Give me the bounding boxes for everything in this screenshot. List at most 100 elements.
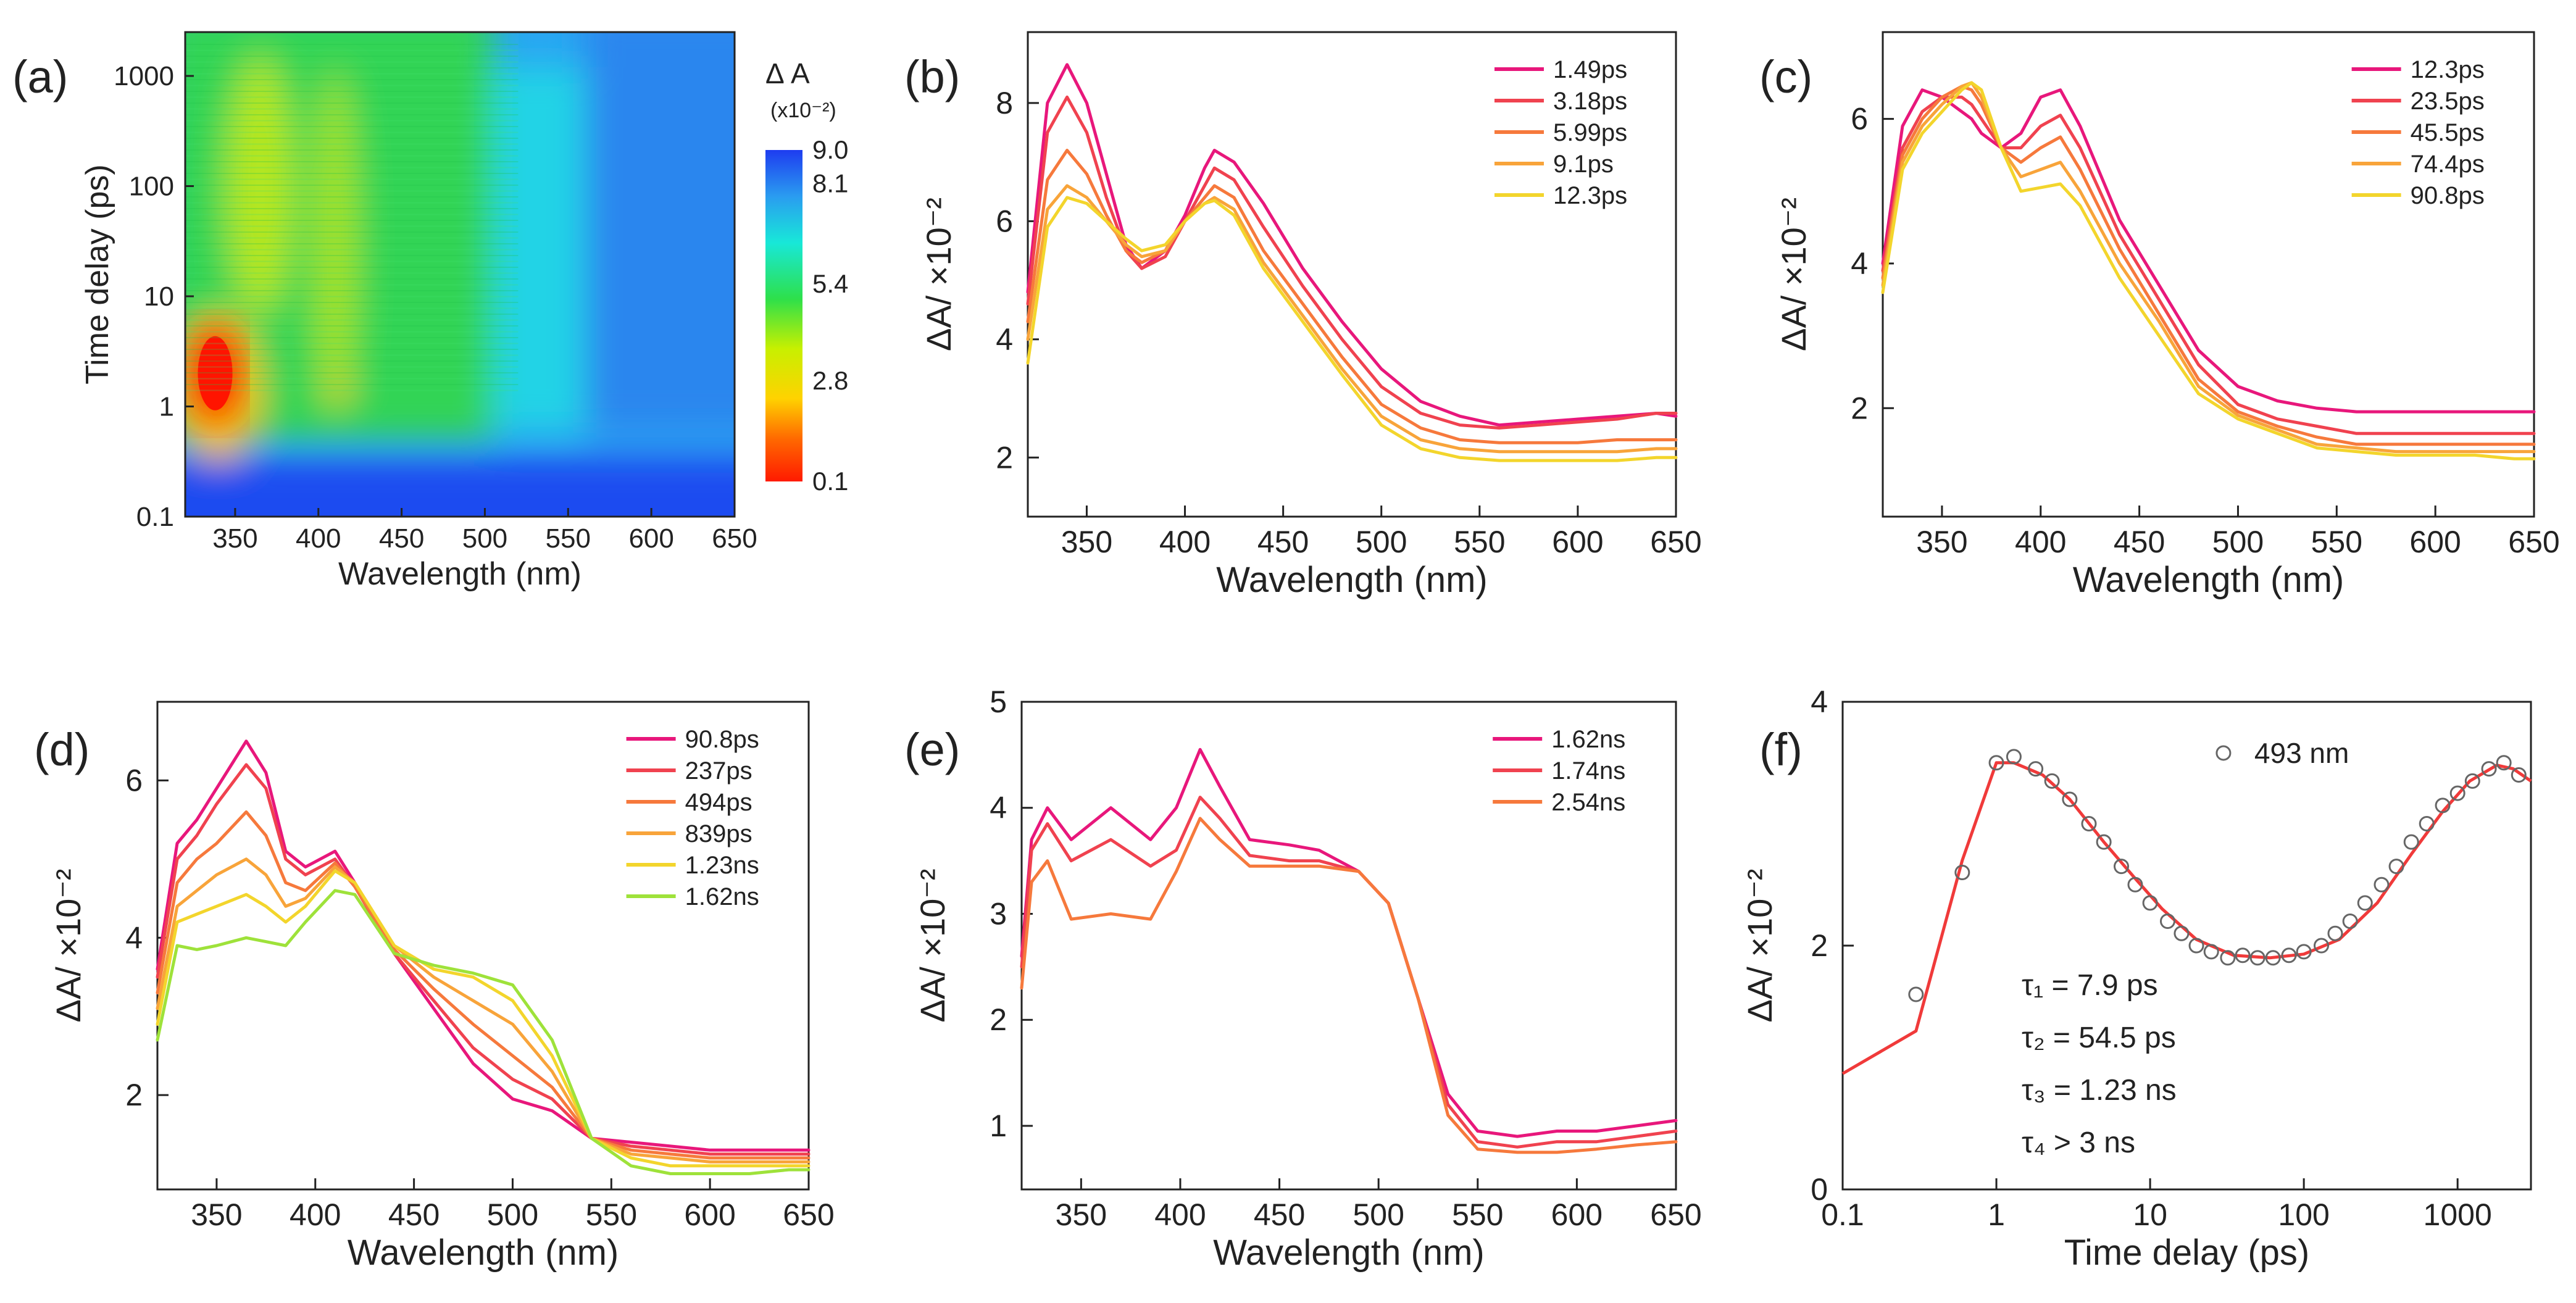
band-365 bbox=[226, 56, 294, 316]
legend-label: 839ps bbox=[685, 820, 752, 847]
legend-label: 1.62ns bbox=[1551, 726, 1625, 753]
x-tick-label: 450 bbox=[2114, 525, 2165, 559]
x-axis-label: Wavelength (nm) bbox=[2073, 560, 2344, 600]
legend-label: 1.49ps bbox=[1553, 56, 1627, 83]
legend-label: 3.18ps bbox=[1553, 88, 1627, 115]
legend-marker bbox=[2215, 745, 2232, 761]
data-point bbox=[2203, 944, 2219, 960]
x-tick-label: 0.1 bbox=[1821, 1197, 1864, 1232]
series-line-1.74ns bbox=[1020, 796, 1678, 1149]
series-line-74.4ps bbox=[1881, 81, 2536, 454]
x-tick-label: 10 bbox=[2133, 1197, 2167, 1232]
panel-letter: (a) bbox=[12, 51, 68, 102]
panel-c: (c) 350 400 450 500 550 600 650 2 4 6 Wavelength (n… bbox=[1759, 31, 2560, 600]
legend-label: 1.23ns bbox=[685, 852, 759, 879]
x-tick-label: 100 bbox=[2278, 1197, 2329, 1232]
x-tick-label: 550 bbox=[2311, 525, 2362, 559]
legend-label: 5.99ps bbox=[1553, 119, 1627, 146]
tau-annotation: τ₂ = 54.5 ps bbox=[2022, 1022, 2176, 1054]
plot-frame bbox=[1027, 31, 1677, 518]
x-tick-label: 550 bbox=[1452, 1197, 1503, 1232]
x-tick-label: 350 bbox=[212, 523, 257, 554]
series-line-90.8ps bbox=[156, 739, 811, 1152]
x-tick-label: 450 bbox=[1254, 1197, 1305, 1232]
legend-label: 45.5ps bbox=[2411, 119, 2485, 146]
legend-label: 12.3ps bbox=[1553, 182, 1627, 209]
y-tick-label: 5 bbox=[990, 685, 1007, 719]
y-tick-label: 8 bbox=[996, 86, 1013, 120]
y-tick-label: 2 bbox=[125, 1078, 143, 1112]
y-tick-label: 4 bbox=[990, 791, 1007, 825]
series-line-2.54ns bbox=[1020, 817, 1678, 1154]
y-axis-label: ΔA/ ×10⁻² bbox=[913, 868, 952, 1022]
colorbar-tick-label: 8.1 bbox=[812, 169, 848, 198]
tau-annotation: τ₁ = 7.9 ps bbox=[2022, 969, 2158, 1002]
x-tick-label: 500 bbox=[1353, 1197, 1404, 1232]
y-tick-label: 1 bbox=[990, 1109, 1007, 1143]
colorbar-tick-label: 2.8 bbox=[812, 366, 848, 395]
x-tick-label: 350 bbox=[1061, 525, 1112, 559]
x-tick-label: 350 bbox=[1056, 1197, 1107, 1232]
tau-annotation: τ₃ = 1.23 ns bbox=[2022, 1074, 2177, 1107]
x-tick-label: 600 bbox=[1552, 525, 1603, 559]
series-line-3.18ps bbox=[1026, 95, 1678, 430]
y-tick-label: 6 bbox=[996, 204, 1013, 238]
data-point bbox=[2044, 773, 2060, 789]
x-tick-label: 500 bbox=[487, 1197, 538, 1232]
legend-label: 12.3ps bbox=[2411, 56, 2485, 83]
data-point bbox=[2006, 749, 2022, 765]
y-axis-label: ΔA/ ×10⁻² bbox=[49, 868, 88, 1022]
data-point bbox=[2419, 816, 2435, 831]
panel-a: (a) 350 400 450 500 550 600 650 0.1 1 10 100 1000 Wav… bbox=[12, 31, 848, 592]
x-tick-label: 650 bbox=[1650, 525, 1701, 559]
x-axis-label: Time delay (ps) bbox=[2064, 1233, 2310, 1273]
x-tick-label: 500 bbox=[462, 523, 507, 554]
x-tick-label: 400 bbox=[296, 523, 341, 554]
data-point bbox=[2113, 859, 2129, 875]
fit-line bbox=[1841, 761, 2532, 1075]
panel-letter: (d) bbox=[34, 724, 90, 775]
x-tick-label: 600 bbox=[684, 1197, 735, 1232]
x-axis-label: Wavelength (nm) bbox=[1213, 1233, 1484, 1273]
colorbar-tick-label: 9.0 bbox=[812, 135, 848, 164]
x-axis-label: Wavelength (nm) bbox=[1216, 560, 1487, 600]
series-line-1.49ps bbox=[1026, 63, 1678, 427]
x-tick-label: 600 bbox=[1551, 1197, 1603, 1232]
x-tick-label: 600 bbox=[628, 523, 673, 554]
series-line-1.62ns bbox=[156, 889, 811, 1175]
panel-letter: (c) bbox=[1759, 51, 1812, 102]
y-tick-label: 100 bbox=[129, 172, 174, 202]
panel-letter: (e) bbox=[904, 724, 960, 775]
y-tick-label: 2 bbox=[1851, 391, 1868, 425]
early-time-region bbox=[185, 456, 735, 517]
series-line-12.3ps bbox=[1026, 196, 1678, 462]
x-tick-label: 650 bbox=[2508, 525, 2559, 559]
data-point bbox=[2314, 938, 2330, 954]
data-point bbox=[2435, 797, 2451, 814]
legend-label: 9.1ps bbox=[1553, 151, 1614, 178]
panel-letter: (b) bbox=[904, 51, 960, 102]
panel-f: (f) 0.1 1 10 100 1000 0 2 4 Time delay (ps) ΔA/ ×1… bbox=[1740, 685, 2532, 1273]
x-tick-label: 400 bbox=[2015, 525, 2066, 559]
plot-frame bbox=[156, 701, 810, 1191]
x-tick-label: 500 bbox=[2212, 525, 2264, 559]
plot-frame bbox=[1841, 701, 2532, 1191]
y-tick-label: 4 bbox=[1851, 246, 1868, 281]
y-tick-label: 10 bbox=[144, 281, 174, 312]
series-line-494ps bbox=[156, 810, 811, 1160]
band-340-core bbox=[198, 336, 233, 410]
legend-label: 23.5ps bbox=[2411, 88, 2485, 115]
data-point bbox=[2265, 950, 2281, 966]
legend-label: 494ps bbox=[685, 789, 752, 816]
x-tick-label: 450 bbox=[1257, 525, 1309, 559]
heatmap bbox=[185, 32, 735, 517]
data-point bbox=[2235, 947, 2251, 964]
data-point bbox=[2220, 950, 2236, 966]
data-point bbox=[2296, 944, 2312, 960]
x-tick-label: 350 bbox=[191, 1197, 242, 1232]
x-tick-label: 600 bbox=[2409, 525, 2461, 559]
band-413-peak bbox=[326, 378, 354, 396]
y-axis-label: ΔA/ ×10⁻² bbox=[1740, 868, 1779, 1022]
y-tick-label: 2 bbox=[996, 440, 1013, 475]
